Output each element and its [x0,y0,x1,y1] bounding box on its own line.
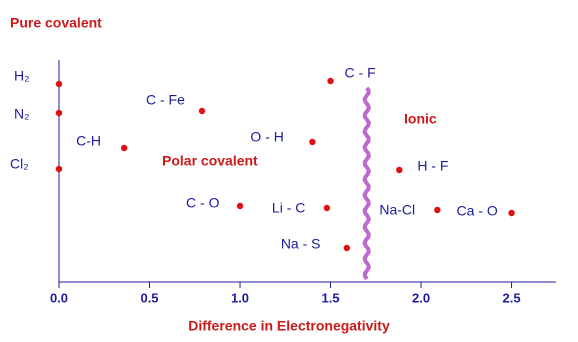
point-label: Cl₂ [10,156,29,172]
point [434,206,441,214]
point [55,80,63,88]
boundary [362,86,372,281]
point-label: Ca - O [457,203,498,219]
point [327,77,334,85]
x-tick-label: 2.0 [412,290,430,305]
point-label: Na - S [281,236,321,252]
point-label: H₂ [14,68,30,84]
point-label: O - H [250,129,283,145]
annotation: Pure covalent [10,15,102,31]
x-tick-label: 2.5 [503,290,521,305]
point [236,202,244,210]
point [396,166,403,174]
point-label: Na-Cl [379,202,415,218]
point [120,144,128,152]
x-tick-label: 0.5 [140,290,158,305]
point-label: Li - C [272,200,305,216]
x-tick-label: 0.0 [50,290,68,305]
point [508,209,515,217]
annotation: Polar covalent [162,153,258,169]
point-label: C - Fe [146,92,185,108]
point [198,107,206,115]
point [55,165,63,173]
point [323,204,331,212]
point-label: C - O [186,195,220,211]
x-tick-label: 1.5 [321,290,339,305]
annotation: Ionic [404,111,437,127]
x-axis-label: Difference in Electronegativity [188,318,390,334]
point [343,244,351,252]
point-label: C-H [76,133,101,149]
point-label: N₂ [14,106,30,122]
point-label: C - F [345,65,376,81]
point-label: H - F [417,158,448,174]
point [55,109,63,117]
x-tick-label: 1.0 [231,290,249,305]
point [309,138,316,146]
